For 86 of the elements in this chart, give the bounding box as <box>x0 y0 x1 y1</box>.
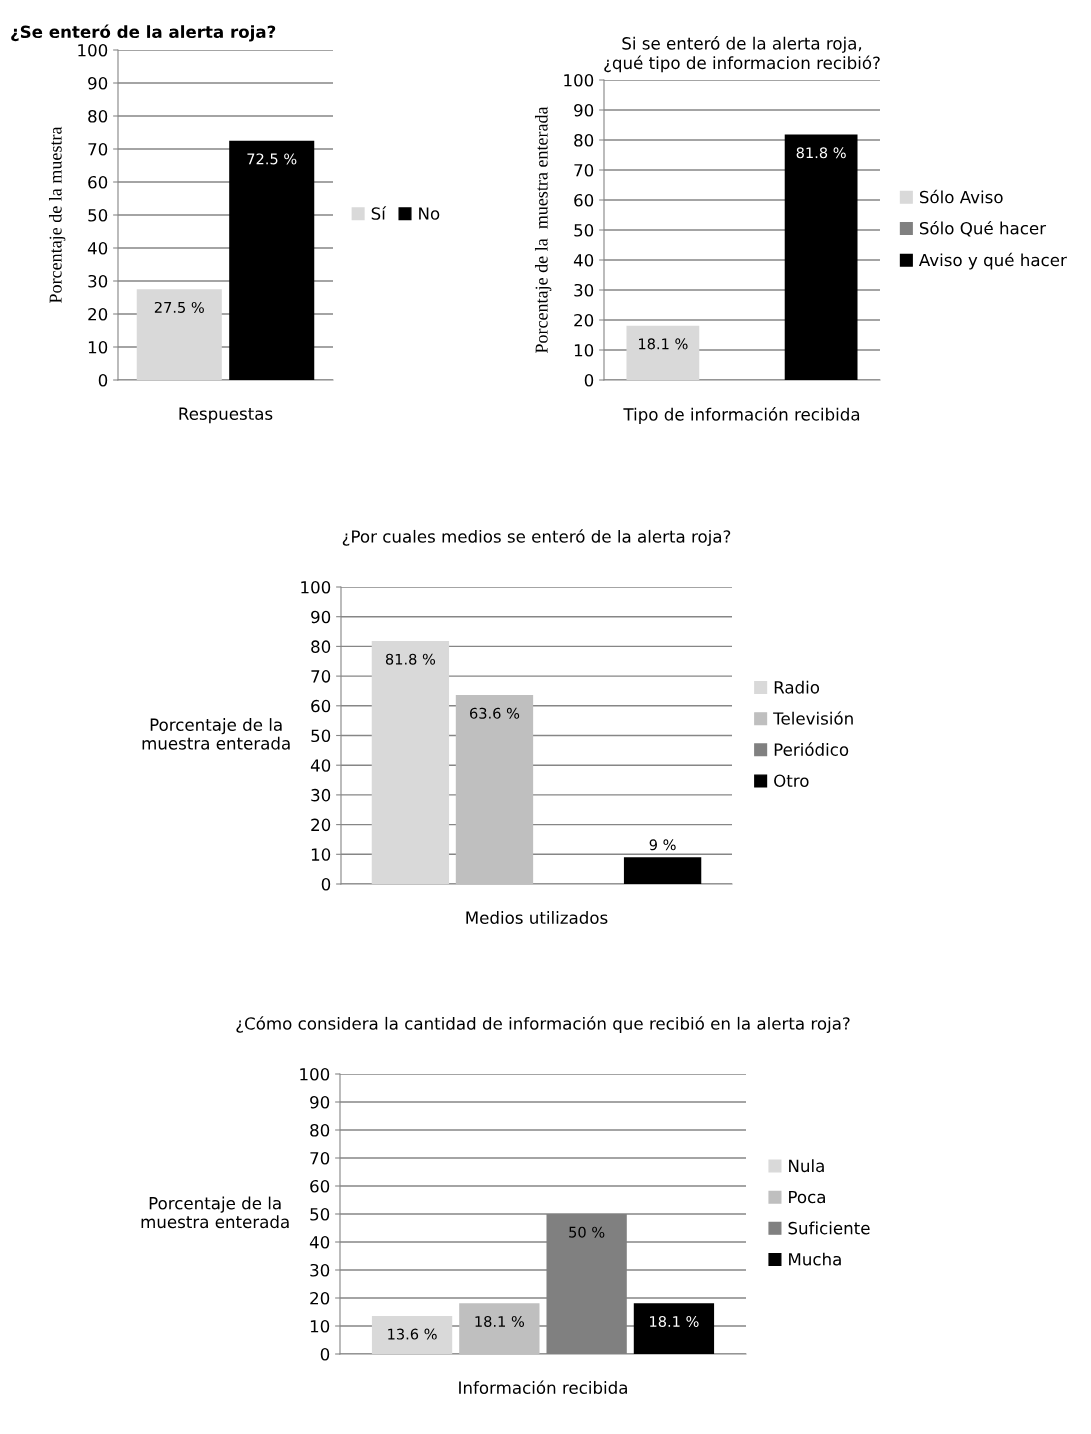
y-tick-label: 50 <box>311 729 331 743</box>
legend-label: Sólo Aviso <box>919 189 1003 204</box>
y-tick-label: 90 <box>310 1095 330 1109</box>
bar <box>459 1303 540 1354</box>
y-tick-label: 30 <box>88 274 108 288</box>
legend-label: No <box>419 207 440 220</box>
y-tick-label: 70 <box>310 1151 330 1165</box>
y-tick-label: 60 <box>311 699 331 713</box>
y-axis-title: Porcentaje de la muestra enterada <box>142 718 290 750</box>
data-label: 81.8 % <box>385 653 436 665</box>
y-tick-label: 90 <box>88 76 108 90</box>
legend-label: Sólo Qué hacer <box>919 220 1047 237</box>
y-tick-label: 30 <box>574 283 594 297</box>
y-tick-label: 40 <box>309 1235 330 1249</box>
legend-label: Radio <box>774 680 820 694</box>
y-tick-label: 100 <box>301 580 331 594</box>
bar <box>623 857 702 884</box>
bar <box>633 1303 715 1354</box>
y-tick-label: 20 <box>574 313 594 327</box>
legend-label: Periódico <box>774 742 849 756</box>
data-label: 81.8 % <box>796 147 846 159</box>
legend-label: Poca <box>789 1190 825 1204</box>
y-tick-label: 0 <box>321 877 331 891</box>
y-axis-title: Porcentaje de la muestra enterada <box>141 1196 289 1229</box>
y-tick-label: 0 <box>584 373 594 387</box>
legend-label: Sí <box>371 206 387 220</box>
y-tick-label: 50 <box>88 208 108 222</box>
x-axis-title: Tipo de información recibida <box>623 407 860 424</box>
y-tick-label: 30 <box>311 788 331 802</box>
data-label: 18.1 % <box>650 1315 699 1327</box>
x-axis-title: Respuestas <box>179 407 273 424</box>
y-tick-label: 70 <box>311 670 331 683</box>
data-label: 27.5 % <box>154 301 204 313</box>
y-tick-label: 10 <box>311 848 331 861</box>
y-tick-label: 70 <box>88 142 108 156</box>
y-tick-label: 70 <box>574 163 594 177</box>
bar <box>371 641 450 884</box>
data-label: 72.5 % <box>247 153 297 165</box>
y-tick-label: 80 <box>574 133 594 147</box>
y-tick-label: 40 <box>573 253 594 267</box>
y-axis-title: Porcentaje de la muestra enterada <box>534 106 552 354</box>
data-label: 18.1 % <box>639 338 688 350</box>
y-tick-label: 30 <box>310 1263 330 1277</box>
data-label: 13.6 % <box>388 1328 437 1340</box>
y-tick-label: 20 <box>311 818 331 832</box>
y-tick-label: 80 <box>311 640 331 653</box>
y-axis-title: Porcentaje de la muestra <box>48 126 66 303</box>
legend-label: Suficiente <box>788 1221 870 1235</box>
y-tick-label: 60 <box>88 175 108 189</box>
bar <box>455 695 534 884</box>
y-tick-label: 40 <box>310 759 331 772</box>
chart-title: ¿Por cuales medios se enteró de la alerta roja? <box>342 529 731 547</box>
y-tick-label: 0 <box>98 373 108 387</box>
legend-label: Televisión <box>773 711 853 725</box>
chart-title: ¿Se enteró de la alerta roja? <box>11 24 276 42</box>
y-tick-label: 40 <box>87 241 108 255</box>
y-tick-label: 60 <box>310 1179 330 1193</box>
bar <box>371 1315 453 1354</box>
x-axis-title: Información recibida <box>459 1380 627 1394</box>
y-tick-label: 80 <box>310 1123 330 1137</box>
chart-title: ¿Cómo considera la cantidad de información que recibió en la alerta roja? <box>236 1016 850 1034</box>
y-tick-label: 20 <box>310 1291 330 1305</box>
legend-label: Aviso y qué hacer <box>918 252 1067 270</box>
y-tick-label: 100 <box>78 43 108 57</box>
y-tick-label: 100 <box>300 1067 330 1081</box>
data-label: 63.6 % <box>470 707 520 719</box>
chart-title: Si se enteró de la alerta roja, ¿qué tipo de informacion recibió? <box>604 36 880 73</box>
y-tick-label: 10 <box>574 343 594 357</box>
data-label: 50 % <box>569 1226 605 1238</box>
legend-label: Mucha <box>789 1252 841 1266</box>
y-tick-label: 100 <box>564 73 594 87</box>
y-tick-label: 80 <box>88 109 108 123</box>
y-tick-label: 10 <box>310 1319 330 1333</box>
legend-label: Nula <box>789 1159 824 1173</box>
data-label: 9 % <box>649 839 676 851</box>
legend-label: Otro <box>774 774 809 788</box>
y-tick-label: 60 <box>574 193 594 207</box>
y-tick-label: 0 <box>320 1347 330 1361</box>
data-label: 18.1 % <box>475 1315 525 1327</box>
y-tick-label: 20 <box>88 307 108 321</box>
y-tick-label: 50 <box>574 223 594 237</box>
x-axis-title: Medios utilizados <box>466 911 608 924</box>
y-tick-label: 90 <box>311 610 331 624</box>
y-tick-label: 90 <box>574 103 594 117</box>
y-tick-label: 10 <box>88 340 108 354</box>
y-tick-label: 50 <box>310 1207 330 1221</box>
